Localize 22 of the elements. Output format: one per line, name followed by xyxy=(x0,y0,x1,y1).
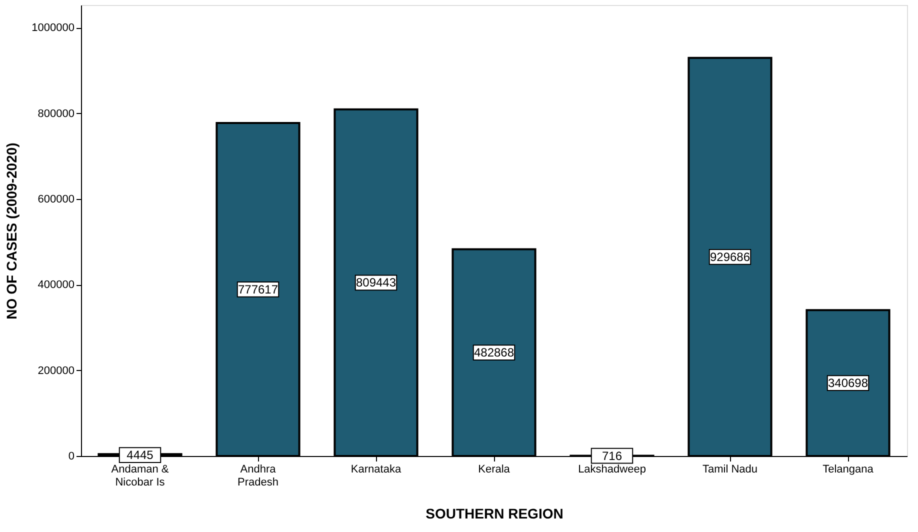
data-label: 929686 xyxy=(710,250,750,264)
data-label: 4445 xyxy=(126,448,154,462)
x-tick-label: Tamil Nadu xyxy=(702,464,758,476)
x-tick-label: Karnataka xyxy=(350,464,402,476)
y-tick-label: 600000 xyxy=(38,194,74,206)
x-tick-label: Lakshadweep xyxy=(578,464,646,476)
data-label: 340698 xyxy=(828,376,868,390)
data-label: 777617 xyxy=(238,282,278,296)
y-tick-label: 800000 xyxy=(38,108,74,120)
x-tick-label: Andhra Pradesh xyxy=(238,464,278,488)
x-axis-title: SOUTHERN REGION xyxy=(426,506,564,522)
data-label: 716 xyxy=(602,448,622,463)
y-tick-label: 400000 xyxy=(38,279,74,292)
y-tick-label: 200000 xyxy=(38,364,74,377)
y-tick-label: 0 xyxy=(68,450,74,462)
x-tick-label: Telangana xyxy=(822,464,874,476)
data-label: 809443 xyxy=(356,276,396,290)
x-tick-label: Andaman & Nicobar Is xyxy=(111,464,170,488)
data-label: 482868 xyxy=(474,346,514,360)
y-tick-label: 1000000 xyxy=(32,22,74,34)
x-tick-label: Kerala xyxy=(478,464,511,476)
y-axis-title: NO OF CASES (2009-2020) xyxy=(4,142,20,320)
